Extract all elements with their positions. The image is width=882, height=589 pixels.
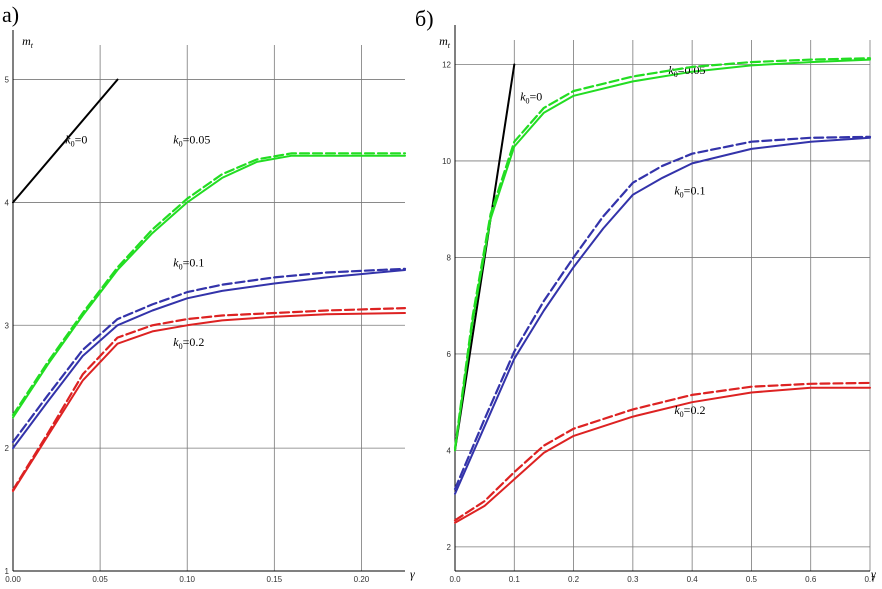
curve-label-value: =0.1: [183, 255, 205, 269]
series-line-solid: [12, 78, 119, 204]
curve-label-value: =0.05: [183, 132, 211, 146]
y-tick-label: 5: [5, 76, 10, 85]
y-tick-label: 2: [447, 543, 452, 552]
y-tick-label: 4: [5, 198, 10, 207]
panel-label: а): [2, 2, 19, 27]
y-tick-label: 12: [442, 60, 451, 69]
series-line-dashed: [11, 307, 407, 491]
series-line-solid: [454, 386, 871, 524]
x-tick-label: 0.1: [509, 575, 521, 584]
curve-label-value: =0.2: [684, 403, 706, 417]
series-line-dashed: [11, 267, 407, 444]
y-tick-label: 10: [442, 157, 451, 166]
panel-label: б): [415, 6, 434, 31]
x-tick-label: 0.20: [354, 575, 370, 584]
series-line-solid: [12, 269, 406, 450]
series-line-dashed: [453, 135, 872, 491]
x-axis-label: γ: [410, 567, 415, 581]
curve-label: k0=0.2: [173, 335, 204, 351]
y-tick-label: 8: [447, 253, 452, 262]
series-line-dashed: [11, 152, 407, 417]
y-tick-label: 6: [447, 350, 452, 359]
curve-label-sub: 0: [179, 139, 183, 148]
x-tick-label: 0.3: [627, 575, 639, 584]
curve-label: k0=0.1: [173, 255, 204, 271]
series-line-solid: [12, 312, 406, 493]
curve-label-value: =0.1: [684, 184, 706, 198]
series-line-dashed: [453, 381, 872, 522]
curve-label: k0=0.05: [173, 132, 210, 148]
series-line-solid: [454, 136, 871, 495]
x-tick-label: 0.0: [449, 575, 461, 584]
x-tick-label: 0.2: [568, 575, 580, 584]
curve-label-var: k: [173, 132, 179, 146]
y-axis-label-main: m: [439, 34, 448, 48]
x-tick-label: 0.05: [92, 575, 108, 584]
curve-label-value: =0.2: [183, 335, 205, 349]
curve-label-var: k: [173, 335, 179, 349]
curve-label-value: =0: [75, 132, 88, 146]
curve-label-sub: 0: [674, 70, 678, 79]
x-tick-label: 0.00: [5, 575, 21, 584]
x-axis-label: γ: [871, 567, 876, 581]
y-tick-label: 4: [447, 446, 452, 455]
x-tick-label: 0.6: [805, 575, 817, 584]
x-tick-label: 0.5: [746, 575, 758, 584]
curve-label-sub: 0: [71, 139, 75, 148]
series-line-dashed: [453, 57, 872, 450]
curve-label-var: k: [674, 184, 680, 198]
y-axis-label-main: m: [22, 34, 31, 48]
y-tick-label: 1: [5, 567, 10, 576]
curve-label-var: k: [674, 403, 680, 417]
y-axis-label-sub: t: [448, 41, 451, 50]
x-tick-label: 0.7: [864, 575, 876, 584]
y-axis-label: mt: [22, 34, 34, 50]
x-tick-label: 0.4: [687, 575, 699, 584]
curve-label-sub: 0: [179, 342, 183, 351]
curve-label-sub: 0: [526, 97, 530, 106]
curve-label-sub: 0: [680, 191, 684, 200]
curve-label: k0=0: [520, 90, 542, 106]
curve-label-var: k: [65, 132, 71, 146]
curve-label-var: k: [520, 90, 526, 104]
y-axis-label: mt: [439, 34, 451, 50]
series-line-solid: [454, 58, 871, 452]
y-tick-label: 3: [5, 321, 10, 330]
curve-label-sub: 0: [680, 410, 684, 419]
curve-label-sub: 0: [179, 262, 183, 271]
curve-label: k0=0.1: [674, 184, 705, 200]
x-tick-label: 0.10: [179, 575, 195, 584]
x-tick-label: 0.15: [267, 575, 283, 584]
curve-label: k0=0: [65, 132, 87, 148]
curve-label-var: k: [173, 255, 179, 269]
y-tick-label: 2: [5, 444, 10, 453]
series-line-solid: [12, 154, 406, 419]
y-axis-label-sub: t: [31, 41, 34, 50]
curve-label: k0=0.2: [674, 403, 705, 419]
curve-label-value: =0: [530, 90, 543, 104]
curve-label-var: k: [668, 63, 674, 77]
